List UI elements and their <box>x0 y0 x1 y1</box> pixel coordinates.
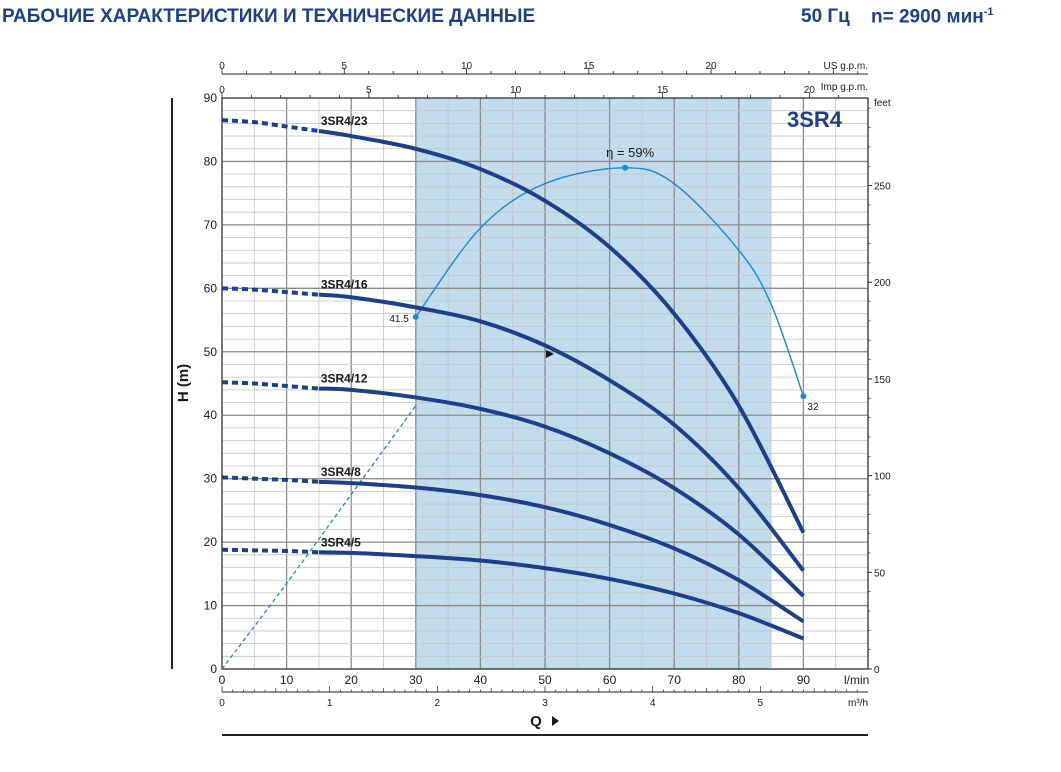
us-gpm-tick-label: 20 <box>706 61 718 72</box>
series-curve-dashed <box>221 286 320 297</box>
grid <box>221 97 869 670</box>
m3h-unit-label: m³/h <box>848 698 868 709</box>
series-label: 3SR4/8 <box>321 465 361 479</box>
x-tick-label: 90 <box>797 673 811 687</box>
series-curve <box>318 129 806 534</box>
efficiency-marker <box>622 164 629 171</box>
speed-text: n= 2900 мин <box>871 6 984 28</box>
feet-unit-label: feet <box>874 98 891 109</box>
imp-gpm-tick-label: 10 <box>510 85 522 96</box>
x-axis-arrow-icon <box>552 716 559 726</box>
y-tick-label: 20 <box>204 535 218 549</box>
y-tick-label: 80 <box>204 154 218 168</box>
m3h-tick-label: 3 <box>542 698 548 709</box>
x-tick-label: 60 <box>603 673 617 687</box>
series-3SR4-8 <box>221 475 805 624</box>
feet-tick-label: 200 <box>874 278 891 289</box>
y-tick-label: 60 <box>204 281 218 295</box>
y-axis-title: H (m) <box>175 364 192 402</box>
series-label: 3SR4/16 <box>321 278 368 292</box>
us-gpm-tick-label: 15 <box>583 61 595 72</box>
y-tick-label: 0 <box>210 662 217 676</box>
series-label: 3SR4/12 <box>321 372 368 386</box>
feet-tick-label: 150 <box>874 375 891 386</box>
efficiency-peak-label: η = 59% <box>606 145 655 160</box>
efficiency-start-label: 41.5 <box>389 314 409 325</box>
x-tick-label: 30 <box>409 673 423 687</box>
feet-tick-label: 50 <box>874 568 886 579</box>
y-tick-label: 40 <box>204 408 218 422</box>
efficiency-marker <box>800 393 807 400</box>
m3h-tick-label: 1 <box>327 698 333 709</box>
y-tick-label: 30 <box>204 472 218 486</box>
imp-gpm-unit-label: Imp g.p.m. <box>821 82 868 93</box>
x-tick-label: 20 <box>345 673 359 687</box>
x-tick-label: 70 <box>668 673 682 687</box>
efficiency-curve-dashed <box>221 405 417 670</box>
recommended-range-band <box>415 98 772 669</box>
series-3SR4-16 <box>221 286 805 572</box>
efficiency-curve <box>415 167 805 397</box>
efficiency-marker <box>412 313 419 320</box>
series-curve-dashed <box>221 380 320 391</box>
us-gpm-tick-label: 0 <box>219 61 225 72</box>
series-curve-dashed <box>221 118 320 133</box>
series-3SR4-12 <box>221 380 805 598</box>
series-label: 3SR4/5 <box>321 535 361 549</box>
x-unit-label: l/min <box>844 673 869 687</box>
series-3SR4-5 <box>221 547 805 641</box>
us-gpm-tick-label: 10 <box>461 61 473 72</box>
feet-tick-label: 100 <box>874 472 891 483</box>
series-curve-dashed <box>221 547 319 555</box>
x-tick-label: 10 <box>280 673 294 687</box>
series-3SR4-23 <box>221 118 806 534</box>
m3h-tick-label: 4 <box>650 698 656 709</box>
speed-exponent: -1 <box>983 6 994 18</box>
x-tick-label: 0 <box>219 673 226 687</box>
imp-gpm-tick-label: 5 <box>366 85 372 96</box>
feet-tick-label: 0 <box>874 665 880 676</box>
m3h-tick-label: 2 <box>435 698 441 709</box>
us-gpm-tick-label: 5 <box>341 61 347 72</box>
m3h-tick-label: 0 <box>219 698 225 709</box>
model-label: 3SR4 <box>787 107 843 132</box>
efficiency-end-label: 32 <box>807 402 819 413</box>
series-curve-dashed <box>221 475 320 484</box>
series-curve <box>318 292 805 572</box>
feet-tick-label: 250 <box>874 182 891 193</box>
imp-gpm-tick-label: 0 <box>219 85 225 96</box>
y-tick-label: 70 <box>204 218 218 232</box>
imp-gpm-tick-label: 15 <box>657 85 669 96</box>
x-tick-label: 50 <box>538 673 552 687</box>
m3h-tick-label: 5 <box>758 698 764 709</box>
series-curve <box>318 386 805 598</box>
x-tick-label: 80 <box>732 673 746 687</box>
y-tick-label: 90 <box>204 91 218 105</box>
frequency-label: 50 Гц <box>801 6 850 27</box>
x-tick-label: 40 <box>474 673 488 687</box>
imp-gpm-tick-label: 20 <box>804 85 816 96</box>
series-label: 3SR4/23 <box>321 114 368 128</box>
series-curve <box>318 479 805 624</box>
y-tick-label: 50 <box>204 345 218 359</box>
y-tick-label: 10 <box>204 599 218 613</box>
x-axis-title: Q <box>530 713 542 730</box>
y-axis-arrow-icon <box>546 350 554 358</box>
series-curve <box>318 550 805 641</box>
us-gpm-unit-label: US g.p.m. <box>824 61 868 72</box>
speed-label: n= 2900 мин-1 <box>871 6 994 28</box>
page-title: РАБОЧИЕ ХАРАКТЕРИСТИКИ И ТЕХНИЧЕСКИЕ ДАН… <box>2 6 536 27</box>
